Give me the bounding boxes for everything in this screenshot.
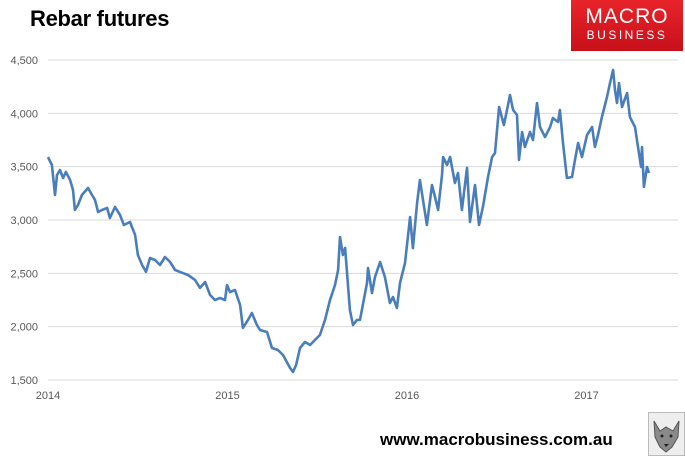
series-line-rebar-futures (46, 68, 651, 374)
y-tick-label: 2,500 (10, 268, 38, 280)
x-tick-label: 2016 (395, 390, 419, 402)
y-tick-label: 4,500 (10, 55, 38, 67)
logo-line-2: BUSINESS (586, 28, 668, 42)
x-tick-label: 2017 (574, 390, 598, 402)
y-tick-label: 1,500 (10, 375, 38, 387)
y-tick-label: 3,500 (10, 162, 38, 174)
website-url: www.macrobusiness.com.au (380, 430, 613, 449)
logo-line-1: MACRO (585, 5, 669, 28)
y-tick-label: 4,000 (10, 108, 38, 120)
chart-title: Rebar futures (30, 6, 170, 31)
x-tick-label: 2014 (36, 390, 60, 402)
x-tick-label: 2015 (215, 390, 239, 402)
y-tick-label: 3,000 (10, 215, 38, 227)
y-tick-label: 2,000 (10, 322, 38, 334)
macrobusiness-logo: MACRO BUSINESS (571, 0, 683, 51)
wolf-icon (648, 412, 685, 456)
